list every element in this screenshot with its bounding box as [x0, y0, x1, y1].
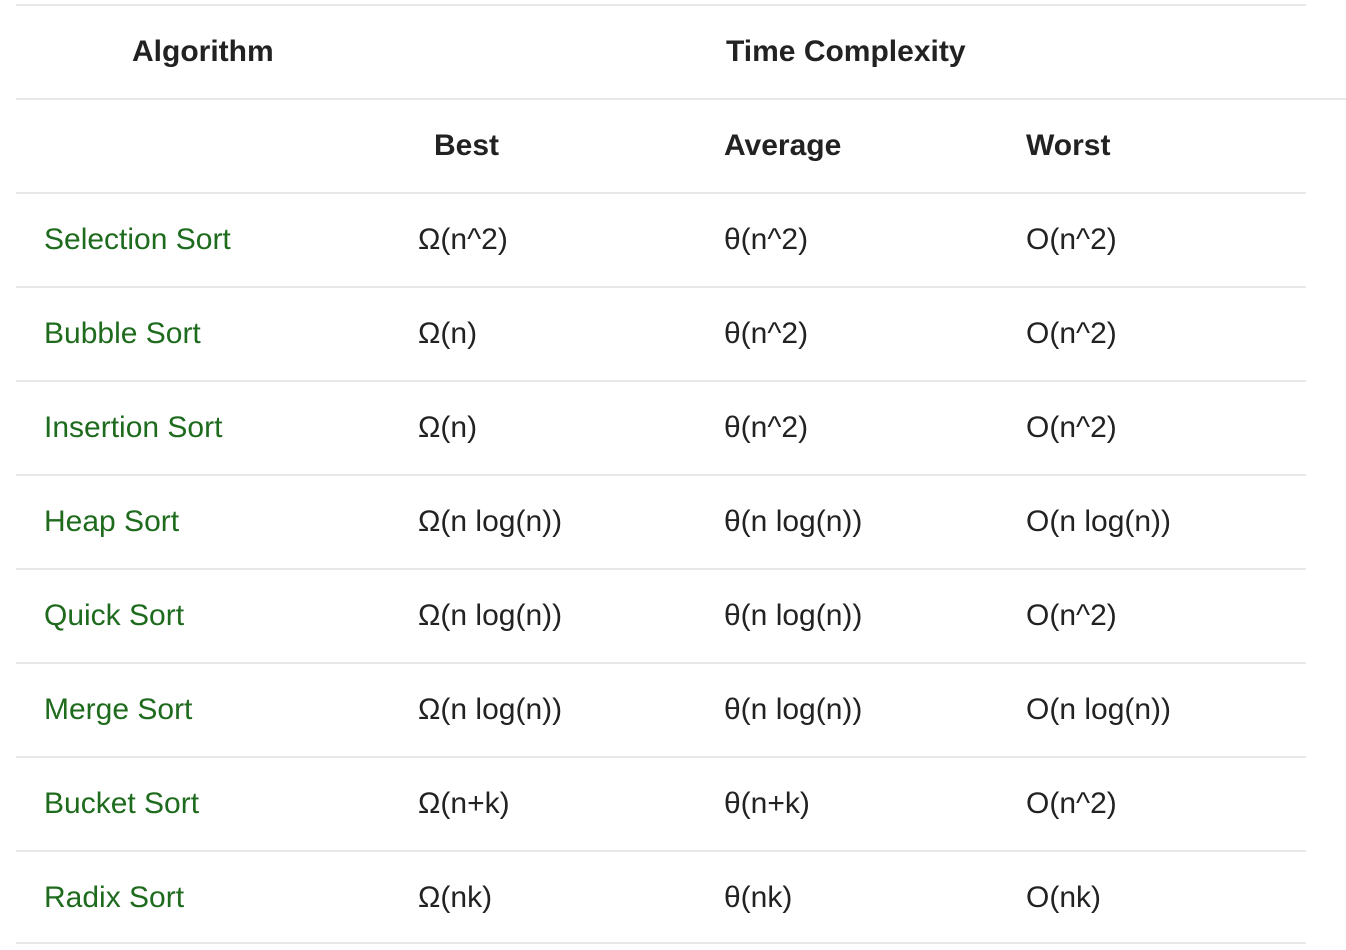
header-time-complexity: Time Complexity [726, 35, 966, 68]
algorithm-link[interactable]: Selection Sort [44, 223, 231, 256]
algorithm-link[interactable]: Quick Sort [44, 599, 185, 632]
algorithm-link[interactable]: Bucket Sort [44, 787, 200, 820]
table-row: Radix Sort Ω(nk) θ(nk) O(nk) [16, 850, 1306, 944]
table-row: Heap Sort Ω(n log(n)) θ(n log(n)) O(n log(n… [16, 474, 1306, 568]
table-header-row: Algorithm Time Complexity [16, 4, 1306, 98]
header-algorithm: Algorithm [132, 35, 274, 68]
cell-best: Ω(n+k) [418, 787, 510, 820]
cell-best: Ω(n) [418, 317, 478, 350]
cell-average: θ(n log(n)) [724, 599, 863, 632]
cell-best: Ω(n log(n)) [418, 599, 563, 632]
cell-best: Ω(n) [418, 411, 478, 444]
complexity-table: Algorithm Time Complexity Best Average W… [16, 4, 1346, 944]
cell-average: θ(n log(n)) [724, 693, 863, 726]
table-row: Bucket Sort Ω(n+k) θ(n+k) O(n^2) [16, 756, 1306, 850]
table-body: Selection Sort Ω(n^2) θ(n^2) O(n^2) Bubble S… [16, 192, 1346, 944]
table-row: Insertion Sort Ω(n) θ(n^2) O(n^2) [16, 380, 1306, 474]
table-row: Quick Sort Ω(n log(n)) θ(n log(n)) O(n^2) [16, 568, 1306, 662]
cell-worst: O(n^2) [1026, 787, 1117, 820]
table-subheader-row: Best Average Worst [16, 98, 1346, 192]
table-row: Merge Sort Ω(n log(n)) θ(n log(n)) O(n log(… [16, 662, 1306, 756]
algorithm-link[interactable]: Radix Sort [44, 881, 185, 914]
cell-average: θ(n+k) [724, 787, 810, 820]
cell-average: θ(nk) [724, 881, 793, 914]
cell-average: θ(n^2) [724, 317, 809, 350]
cell-worst: O(n^2) [1026, 317, 1117, 350]
algorithm-link[interactable]: Merge Sort [44, 693, 193, 726]
cell-worst: O(n log(n)) [1026, 693, 1172, 726]
cell-worst: O(nk) [1026, 881, 1101, 914]
cell-best: Ω(n^2) [418, 223, 508, 256]
cell-best: Ω(n log(n)) [418, 693, 563, 726]
cell-best: Ω(n log(n)) [418, 505, 563, 538]
cell-worst: O(n^2) [1026, 223, 1117, 256]
cell-average: θ(n^2) [724, 223, 809, 256]
header-worst: Worst [1026, 129, 1111, 162]
algorithm-link[interactable]: Insertion Sort [44, 411, 223, 444]
algorithm-link[interactable]: Bubble Sort [44, 317, 201, 350]
cell-worst: O(n^2) [1026, 599, 1117, 632]
table-row: Selection Sort Ω(n^2) θ(n^2) O(n^2) [16, 192, 1306, 286]
header-best: Best [434, 129, 500, 162]
cell-worst: O(n^2) [1026, 411, 1117, 444]
cell-average: θ(n^2) [724, 411, 809, 444]
cell-worst: O(n log(n)) [1026, 505, 1172, 538]
header-average: Average [724, 129, 842, 162]
table-row: Bubble Sort Ω(n) θ(n^2) O(n^2) [16, 286, 1306, 380]
algorithm-link[interactable]: Heap Sort [44, 505, 180, 538]
cell-average: θ(n log(n)) [724, 505, 863, 538]
cell-best: Ω(nk) [418, 881, 493, 914]
